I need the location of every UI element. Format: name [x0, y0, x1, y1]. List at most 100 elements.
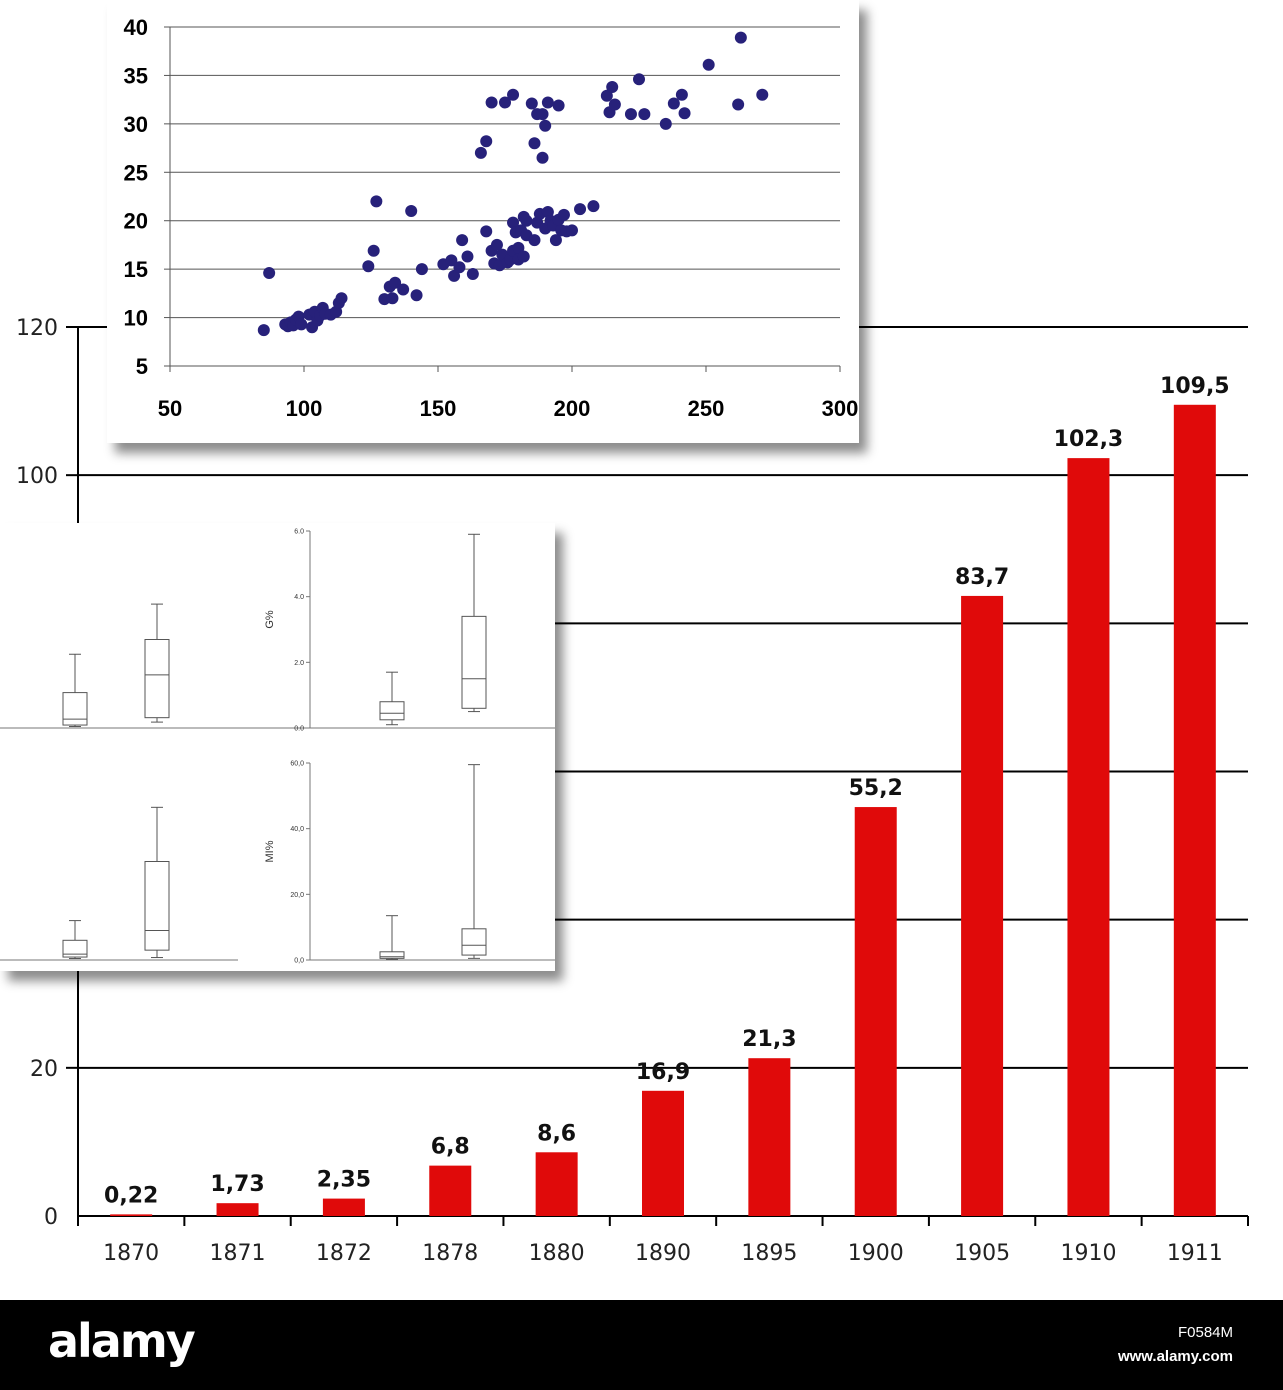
scatter-point	[557, 208, 570, 221]
scatter-point	[389, 276, 402, 289]
boxplot-chart: 0.0 2.0 4.0 6.0 G% 0,0 20,0 40,0 60,0 MI%	[0, 529, 555, 965]
boxplot-subpanel	[0, 806, 238, 961]
scatter-point	[445, 254, 458, 267]
boxplot-box	[144, 861, 170, 951]
bar-data-label: 83,7	[955, 565, 1009, 590]
scatter-point	[667, 97, 680, 110]
scatter-point	[678, 107, 691, 120]
boxplot-y-tick-label: 4.0	[294, 594, 304, 601]
scatter-point	[474, 146, 487, 159]
scatter-point	[456, 234, 469, 247]
bar-y-tick-label: 20	[30, 1057, 58, 1082]
scatter-point	[490, 238, 503, 251]
boxplot-y-tick-label: 2.0	[294, 660, 304, 667]
scatter-point	[675, 88, 688, 101]
boxplot-box	[379, 701, 405, 721]
bar-data-label: 55,2	[849, 776, 903, 801]
scatter-point	[549, 234, 562, 247]
bar-data-labels: 0,22 1,73 2,35 6,8 8,6 16,9 21,3 55,2 83,7 102,3 1…	[104, 374, 1230, 1209]
boxplot-panel: 0.0 2.0 4.0 6.0 G% 0,0 20,0 40,0 60,0 MI%	[0, 523, 555, 971]
bar-1895	[748, 1058, 791, 1216]
scatter-point	[600, 89, 613, 102]
bar-series	[110, 404, 1216, 1217]
scatter-point	[528, 234, 541, 247]
bar-x-tick-label: 1910	[1060, 1241, 1116, 1266]
alamy-logo: alamy	[48, 1314, 196, 1368]
scatter-point	[257, 324, 270, 337]
scatter-x-tick-labels: 50 100 150 200 250 300	[158, 396, 859, 421]
boxplot-box	[461, 615, 487, 709]
scatter-point	[536, 108, 549, 121]
scatter-point	[480, 135, 493, 148]
bar-1911	[1173, 404, 1216, 1217]
scatter-point	[659, 117, 672, 130]
bar-data-label: 1,73	[210, 1172, 264, 1197]
scatter-point	[263, 267, 276, 280]
boxplot-y-tick-label: 20,0	[290, 892, 304, 899]
boxplot-box	[379, 951, 405, 959]
scatter-point	[520, 214, 533, 227]
bar-1910	[1067, 458, 1110, 1216]
scatter-point	[370, 195, 383, 208]
scatter-point	[732, 98, 745, 111]
scatter-point	[608, 98, 621, 111]
scatter-chart: 50 100 150 200 250 300 5 10 15 20 25 30 35 40	[124, 15, 859, 421]
bar-data-label: 2,35	[317, 1168, 371, 1193]
scatter-point	[480, 225, 493, 238]
scatter-y-tick-label: 15	[124, 257, 148, 282]
boxplot-y-tick-label: 40,0	[290, 826, 304, 833]
scatter-point	[507, 216, 520, 229]
bar-x-tick-label: 1870	[103, 1241, 159, 1266]
bar-y-tick-label: 0	[44, 1205, 58, 1230]
scatter-point	[552, 99, 565, 112]
bar-data-label: 0,22	[104, 1183, 158, 1208]
scatter-point	[485, 96, 498, 109]
scatter-point	[507, 88, 520, 101]
scatter-y-tick-labels: 5 10 15 20 25 30 35 40	[124, 15, 148, 379]
scatter-y-tick-label: 40	[124, 15, 148, 40]
scatter-point	[466, 267, 479, 280]
scatter-y-tick-label: 20	[124, 209, 148, 234]
scatter-x-tick-label: 150	[420, 396, 457, 421]
boxplot-box	[62, 692, 88, 726]
bar-x-tick-label: 1890	[635, 1241, 691, 1266]
scatter-point	[756, 88, 769, 101]
bar-x-tick-label: 1905	[954, 1241, 1010, 1266]
scatter-point	[638, 108, 651, 121]
scatter-gridlines	[170, 26, 840, 319]
scatter-point	[539, 119, 552, 132]
scatter-axes	[164, 26, 841, 372]
boxplot-y-tick-label: 0,0	[294, 958, 304, 965]
scatter-point	[517, 250, 530, 263]
scatter-point	[499, 96, 511, 109]
scatter-point	[461, 250, 474, 263]
scatter-y-tick-label: 5	[136, 354, 148, 379]
scatter-point	[606, 81, 619, 94]
scatter-point	[453, 261, 466, 274]
scatter-x-tick-label: 200	[554, 396, 591, 421]
scatter-point	[362, 260, 375, 273]
bar-1880	[535, 1152, 578, 1216]
boxplot-subpanel: 0,0 20,0 40,0 60,0 MI%	[264, 761, 555, 965]
scatter-x-tick-label: 300	[822, 396, 859, 421]
scatter-point	[410, 289, 423, 302]
bar-1872	[322, 1198, 365, 1216]
bar-data-label: 102,3	[1054, 427, 1124, 452]
scatter-point	[415, 263, 428, 276]
scatter-point	[386, 292, 399, 305]
bar-1871	[216, 1203, 259, 1216]
scatter-point	[734, 31, 747, 44]
scatter-point	[528, 137, 541, 150]
scatter-point	[405, 205, 418, 218]
bar-data-label: 6,8	[431, 1135, 470, 1160]
watermark-footer: alamy F0584M www.alamy.com	[0, 1300, 1283, 1390]
scatter-x-tick-label: 100	[286, 396, 323, 421]
bar-1890	[642, 1090, 684, 1216]
scatter-point	[335, 292, 348, 305]
bar-x-tick-label: 1900	[848, 1241, 904, 1266]
boxplot-y-axis-label: MI%	[264, 840, 276, 862]
scatter-point	[397, 283, 410, 296]
bar-x-tick-label: 1895	[741, 1241, 797, 1266]
scatter-point	[295, 318, 308, 331]
scatter-points	[257, 31, 769, 337]
